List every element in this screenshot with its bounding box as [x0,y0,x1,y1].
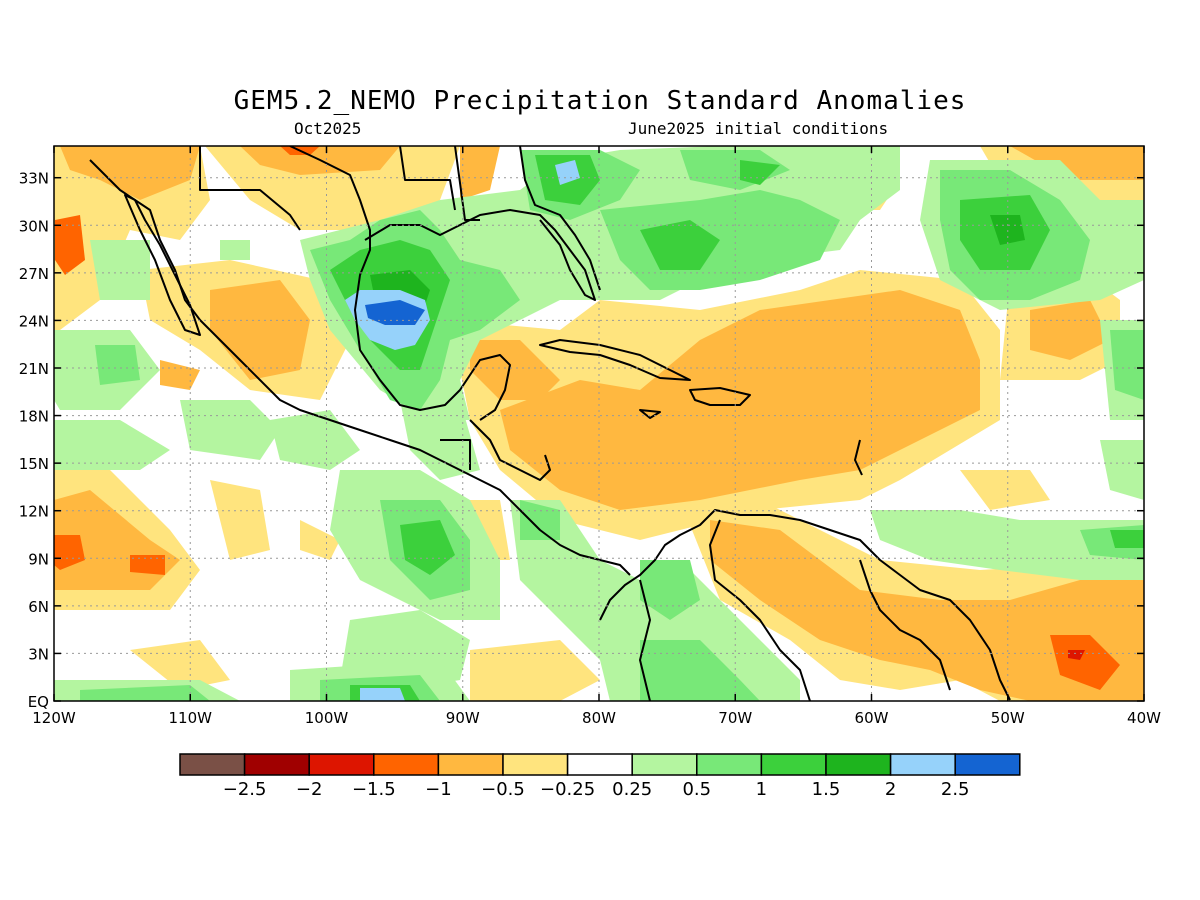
colorbar-swatch [179,753,246,776]
colorbar-label: −2.5 [223,779,267,800]
x-tick-label: 90W [446,709,480,727]
y-tick-label: 3N [28,645,49,663]
y-tick-label: 27N [19,265,49,283]
colorbar-label: −1.5 [352,779,396,800]
colorbar-swatch [889,753,956,776]
chart-title: GEM5.2_NEMO Precipitation Standard Anoma… [233,86,967,116]
y-tick-label: 15N [19,455,49,473]
colorbar-swatch [502,753,569,776]
x-tick-label: 40W [1127,709,1161,727]
x-tick-label: 60W [855,709,889,727]
colorbar-label: 2.5 [941,779,970,800]
colorbar-swatch [760,753,827,776]
axis-ticks [53,146,1145,702]
colorbar-label: −0.25 [540,779,595,800]
colorbar-label: 0.5 [682,779,711,800]
colorbar-swatch [566,753,633,776]
x-tick-label: 70W [718,709,752,727]
colorbar-label: 0.25 [612,779,652,800]
y-tick-label: 33N [19,170,49,188]
colorbar: −2.5 −2 −1.5 −1 −0.5 −0.25 0.25 0.5 1 1.5 2 2.5 [179,753,1021,800]
x-tick-label: 100W [305,709,349,727]
colorbar-swatch [954,753,1021,776]
colorbar-label: −2 [296,779,323,800]
colorbar-swatch [308,753,375,776]
colorbar-swatch [373,753,440,776]
colorbar-label: −0.5 [481,779,525,800]
colorbar-swatch [696,753,763,776]
colorbar-label: −1 [425,779,452,800]
y-tick-label: EQ [28,693,49,711]
colorbar-label: 1 [756,779,767,800]
x-tick-label: 110W [169,709,213,727]
y-tick-label: 12N [19,503,49,521]
initial-conditions: June2025 initial conditions [628,119,889,138]
x-tick-label: 80W [582,709,616,727]
x-tick-labels: 120W 110W 100W 90W 80W 70W 60W 50W 40W [32,709,1161,727]
colorbar-swatch [825,753,892,776]
colorbar-label: 2 [885,779,896,800]
colorbar-swatch [631,753,698,776]
y-tick-label: 21N [19,360,49,378]
valid-month: Oct2025 [294,119,362,138]
y-tick-label: 24N [19,312,49,330]
colorbar-swatch [437,753,504,776]
y-tick-label: 30N [19,217,49,235]
x-tick-label: 50W [991,709,1025,727]
colorbar-swatch [243,753,310,776]
grid-lines [54,146,1144,701]
colorbar-label: 1.5 [812,779,841,800]
anomaly-field [54,146,1144,701]
x-tick-label: 120W [32,709,76,727]
y-tick-label: 6N [28,598,49,616]
y-tick-labels: EQ 3N 6N 9N 12N 15N 18N 21N 24N 27N 30N 33N [19,170,49,711]
y-tick-label: 18N [19,408,49,426]
y-tick-label: 9N [28,550,49,568]
